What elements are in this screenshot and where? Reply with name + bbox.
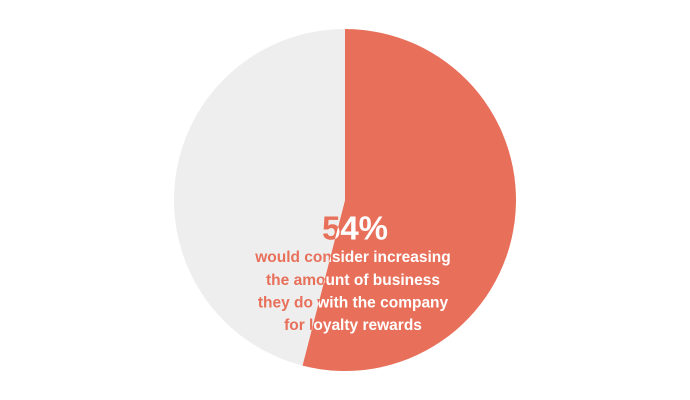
annotation-line: the amount of business (266, 272, 440, 289)
annotation-line: the amount of business (266, 272, 440, 289)
annotation-line: for loyalty rewards (284, 317, 422, 334)
annotation-line: would consider increasing (254, 249, 451, 266)
annotation-line: would consider increasing (254, 249, 451, 266)
value-label: 54% (322, 210, 388, 247)
pie (174, 29, 517, 371)
annotation-line: they do with the company (258, 294, 449, 311)
annotation-line: for loyalty rewards (284, 317, 422, 334)
labels: 54% would consider increasing the amount o… (254, 210, 451, 334)
label-group: 54% would consider increasing the amount o… (254, 210, 451, 334)
pie-slice (174, 29, 345, 366)
pie-slice (302, 29, 517, 371)
annotation-line: they do with the company (258, 294, 449, 311)
